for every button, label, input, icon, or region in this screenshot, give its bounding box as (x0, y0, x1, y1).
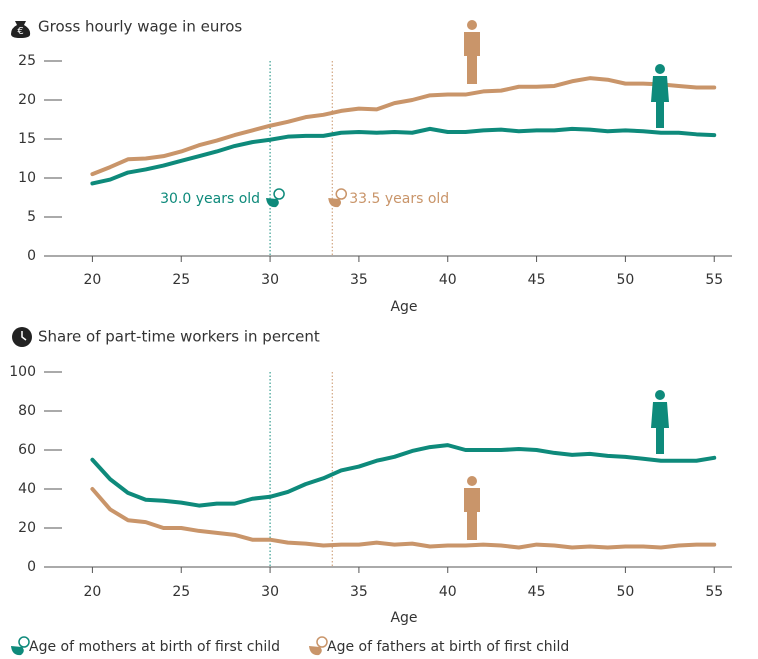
y-tick-label: 20 (18, 520, 36, 536)
baby-head (18, 636, 30, 648)
x-tick-label: 50 (616, 584, 634, 600)
series-line (90, 76, 717, 177)
birth-age-label: 30.0 years old (160, 191, 260, 207)
baby-body (11, 646, 24, 656)
baby-icon (309, 636, 328, 656)
y-tick-label: 10 (18, 170, 36, 186)
x-tick-label: 50 (616, 272, 634, 288)
y-tick-label: 20 (18, 92, 36, 108)
clock-icon (12, 327, 32, 347)
x-tick-label: 20 (84, 272, 102, 288)
y-tick-label: 0 (27, 559, 36, 575)
body (651, 402, 669, 454)
baby-head (335, 188, 348, 200)
baby-icon (11, 636, 30, 656)
body (464, 32, 480, 84)
head (655, 64, 665, 74)
body (464, 488, 480, 540)
y-tick-label: 60 (18, 442, 36, 458)
chart-title: Share of part-time workers in percent (38, 328, 320, 346)
baby-body (328, 198, 342, 208)
baby-icon (328, 188, 348, 208)
series-line (90, 443, 717, 508)
y-tick-label: 25 (18, 53, 36, 69)
x-tick-label: 25 (172, 584, 190, 600)
woman-icon (651, 64, 669, 128)
baby-body (266, 198, 279, 208)
x-tick-label: 25 (172, 272, 190, 288)
x-tick-label: 40 (439, 272, 457, 288)
legend-label: Age of mothers at birth of first child (29, 639, 280, 655)
chart-title: Gross hourly wage in euros (38, 18, 242, 36)
head (467, 476, 477, 486)
x-tick-label: 30 (261, 272, 279, 288)
y-tick-label: 5 (27, 209, 36, 225)
series-line (90, 487, 717, 550)
x-tick-label: 30 (261, 584, 279, 600)
x-tick-label: 55 (705, 584, 723, 600)
baby-icon (266, 188, 285, 208)
y-tick-label: 80 (18, 403, 36, 419)
baby-body (309, 646, 322, 656)
euro-icon: € (11, 21, 31, 38)
x-axis-label: Age (390, 610, 417, 626)
x-tick-label: 35 (350, 272, 368, 288)
y-tick-label: 15 (18, 131, 36, 147)
x-tick-label: 40 (439, 584, 457, 600)
x-tick-label: 35 (350, 584, 368, 600)
x-tick-label: 45 (528, 272, 546, 288)
x-tick-label: 45 (528, 584, 546, 600)
series-line (90, 126, 717, 186)
legend-label: Age of fathers at birth of first child (327, 639, 569, 655)
head (467, 20, 477, 30)
y-tick-label: 100 (9, 364, 36, 380)
x-tick-label: 55 (705, 272, 723, 288)
woman-icon (651, 390, 669, 454)
man-icon (464, 20, 480, 84)
y-tick-label: 40 (18, 481, 36, 497)
birth-age-label: 33.5 years old (349, 191, 449, 207)
x-tick-label: 20 (84, 584, 102, 600)
y-tick-label: 0 (27, 248, 36, 264)
svg-text:€: € (17, 26, 23, 37)
man-icon (464, 476, 480, 540)
x-axis-label: Age (390, 299, 417, 315)
head (655, 390, 665, 400)
body (651, 76, 669, 128)
baby-head (316, 636, 328, 648)
baby-head (273, 188, 285, 200)
